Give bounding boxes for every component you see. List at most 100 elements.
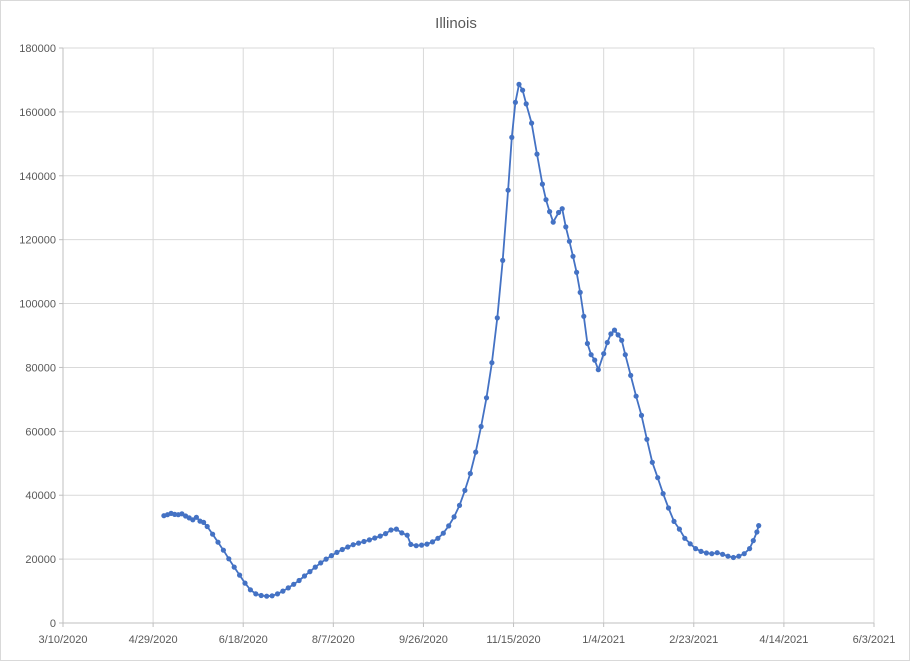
data-point-marker — [456, 502, 463, 508]
data-point-marker — [756, 523, 762, 529]
data-point-marker — [741, 551, 747, 557]
y-tick-label: 120000 — [19, 235, 56, 247]
data-point-marker — [736, 553, 742, 559]
data-point-marker — [201, 519, 207, 526]
data-point-marker — [220, 547, 226, 553]
data-point-marker — [462, 487, 468, 493]
data-point-marker — [608, 331, 614, 337]
data-point-marker — [372, 535, 378, 541]
data-point-marker — [529, 120, 535, 126]
data-point-marker — [193, 514, 199, 520]
data-point-marker — [523, 101, 529, 107]
data-point-marker — [750, 538, 756, 544]
data-point-marker — [676, 526, 683, 532]
data-point-marker — [611, 327, 618, 333]
data-point-marker — [269, 593, 275, 599]
data-point-marker — [592, 357, 598, 363]
data-point-marker — [604, 339, 610, 346]
data-point-marker — [550, 219, 556, 225]
data-point-marker — [577, 289, 583, 295]
data-point-marker — [671, 518, 677, 525]
data-point-marker — [516, 81, 522, 87]
data-point-marker — [601, 351, 607, 357]
data-point-marker — [226, 556, 232, 562]
data-point-marker — [665, 505, 672, 511]
data-point-marker — [429, 539, 436, 545]
data-point-marker — [467, 470, 473, 477]
data-point-marker — [280, 588, 286, 594]
data-point-marker — [478, 423, 484, 430]
data-point-marker — [408, 541, 414, 548]
data-point-marker — [539, 181, 546, 187]
data-point-marker — [574, 269, 580, 275]
data-point-marker — [361, 538, 367, 545]
gridlines — [63, 47, 875, 623]
data-point-marker — [714, 550, 720, 556]
data-point-marker — [323, 556, 329, 562]
data-point-marker — [628, 372, 634, 378]
data-point-marker — [253, 591, 259, 597]
y-tick-label: 180000 — [19, 43, 56, 55]
data-point-marker — [588, 352, 594, 358]
data-point-marker — [204, 523, 210, 530]
data-point-marker — [413, 543, 419, 549]
data-point-marker — [345, 544, 351, 550]
data-point-marker — [505, 187, 511, 193]
data-point-marker — [698, 548, 704, 555]
x-tick-label: 6/3/2021 — [853, 634, 896, 646]
data-point-marker — [318, 560, 324, 566]
data-point-marker — [660, 491, 666, 497]
data-point-marker — [215, 539, 221, 545]
data-point-marker — [356, 540, 362, 546]
data-point-marker — [615, 332, 621, 338]
data-point-marker — [264, 593, 270, 599]
data-point-marker — [638, 412, 645, 418]
x-tick-label: 2/23/2021 — [669, 634, 718, 646]
y-tick-label: 0 — [50, 618, 56, 630]
data-point-marker — [483, 395, 490, 401]
x-tick-label: 1/4/2021 — [582, 634, 625, 646]
data-point-marker — [570, 253, 576, 259]
data-point-marker — [693, 546, 699, 552]
x-tick-label: 3/10/2020 — [39, 634, 88, 646]
x-tick-label: 8/7/2020 — [312, 634, 355, 646]
data-point-marker — [328, 553, 335, 559]
data-point-marker — [446, 523, 452, 529]
data-point-marker — [399, 530, 405, 536]
data-point-marker — [247, 587, 253, 593]
data-point-marker — [581, 313, 587, 319]
data-point-marker — [500, 257, 506, 263]
data-point-marker — [649, 459, 655, 465]
data-point-marker — [566, 238, 573, 244]
data-point-marker — [393, 526, 399, 532]
data-point-marker — [274, 591, 281, 597]
y-tick-label: 40000 — [25, 490, 56, 502]
data-point-marker — [231, 564, 237, 570]
data-point-marker — [237, 572, 243, 578]
data-point-marker — [296, 577, 302, 584]
data-point-marker — [388, 527, 394, 533]
data-point-marker — [419, 542, 425, 548]
y-tick-label: 20000 — [25, 554, 56, 566]
data-point-marker — [435, 535, 441, 541]
data-point-marker — [709, 551, 715, 557]
data-point-marker — [754, 529, 760, 535]
y-tick-label: 140000 — [19, 171, 56, 183]
data-point-marker — [633, 393, 639, 399]
data-point-marker — [730, 554, 737, 561]
x-tick-label: 6/18/2020 — [219, 634, 268, 646]
x-tick-label: 9/26/2020 — [399, 634, 448, 646]
data-point-marker — [307, 569, 313, 575]
data-point-marker — [489, 360, 495, 366]
data-point-marker — [339, 546, 345, 553]
y-tick-label: 160000 — [19, 107, 56, 119]
data-point-marker — [619, 337, 625, 343]
chart-title: Illinois — [435, 15, 477, 32]
y-tick-label: 60000 — [25, 426, 56, 438]
data-point-marker — [534, 151, 540, 157]
series-line — [162, 83, 760, 598]
x-tick-label: 11/15/2020 — [486, 634, 540, 646]
data-point-marker — [210, 531, 216, 537]
